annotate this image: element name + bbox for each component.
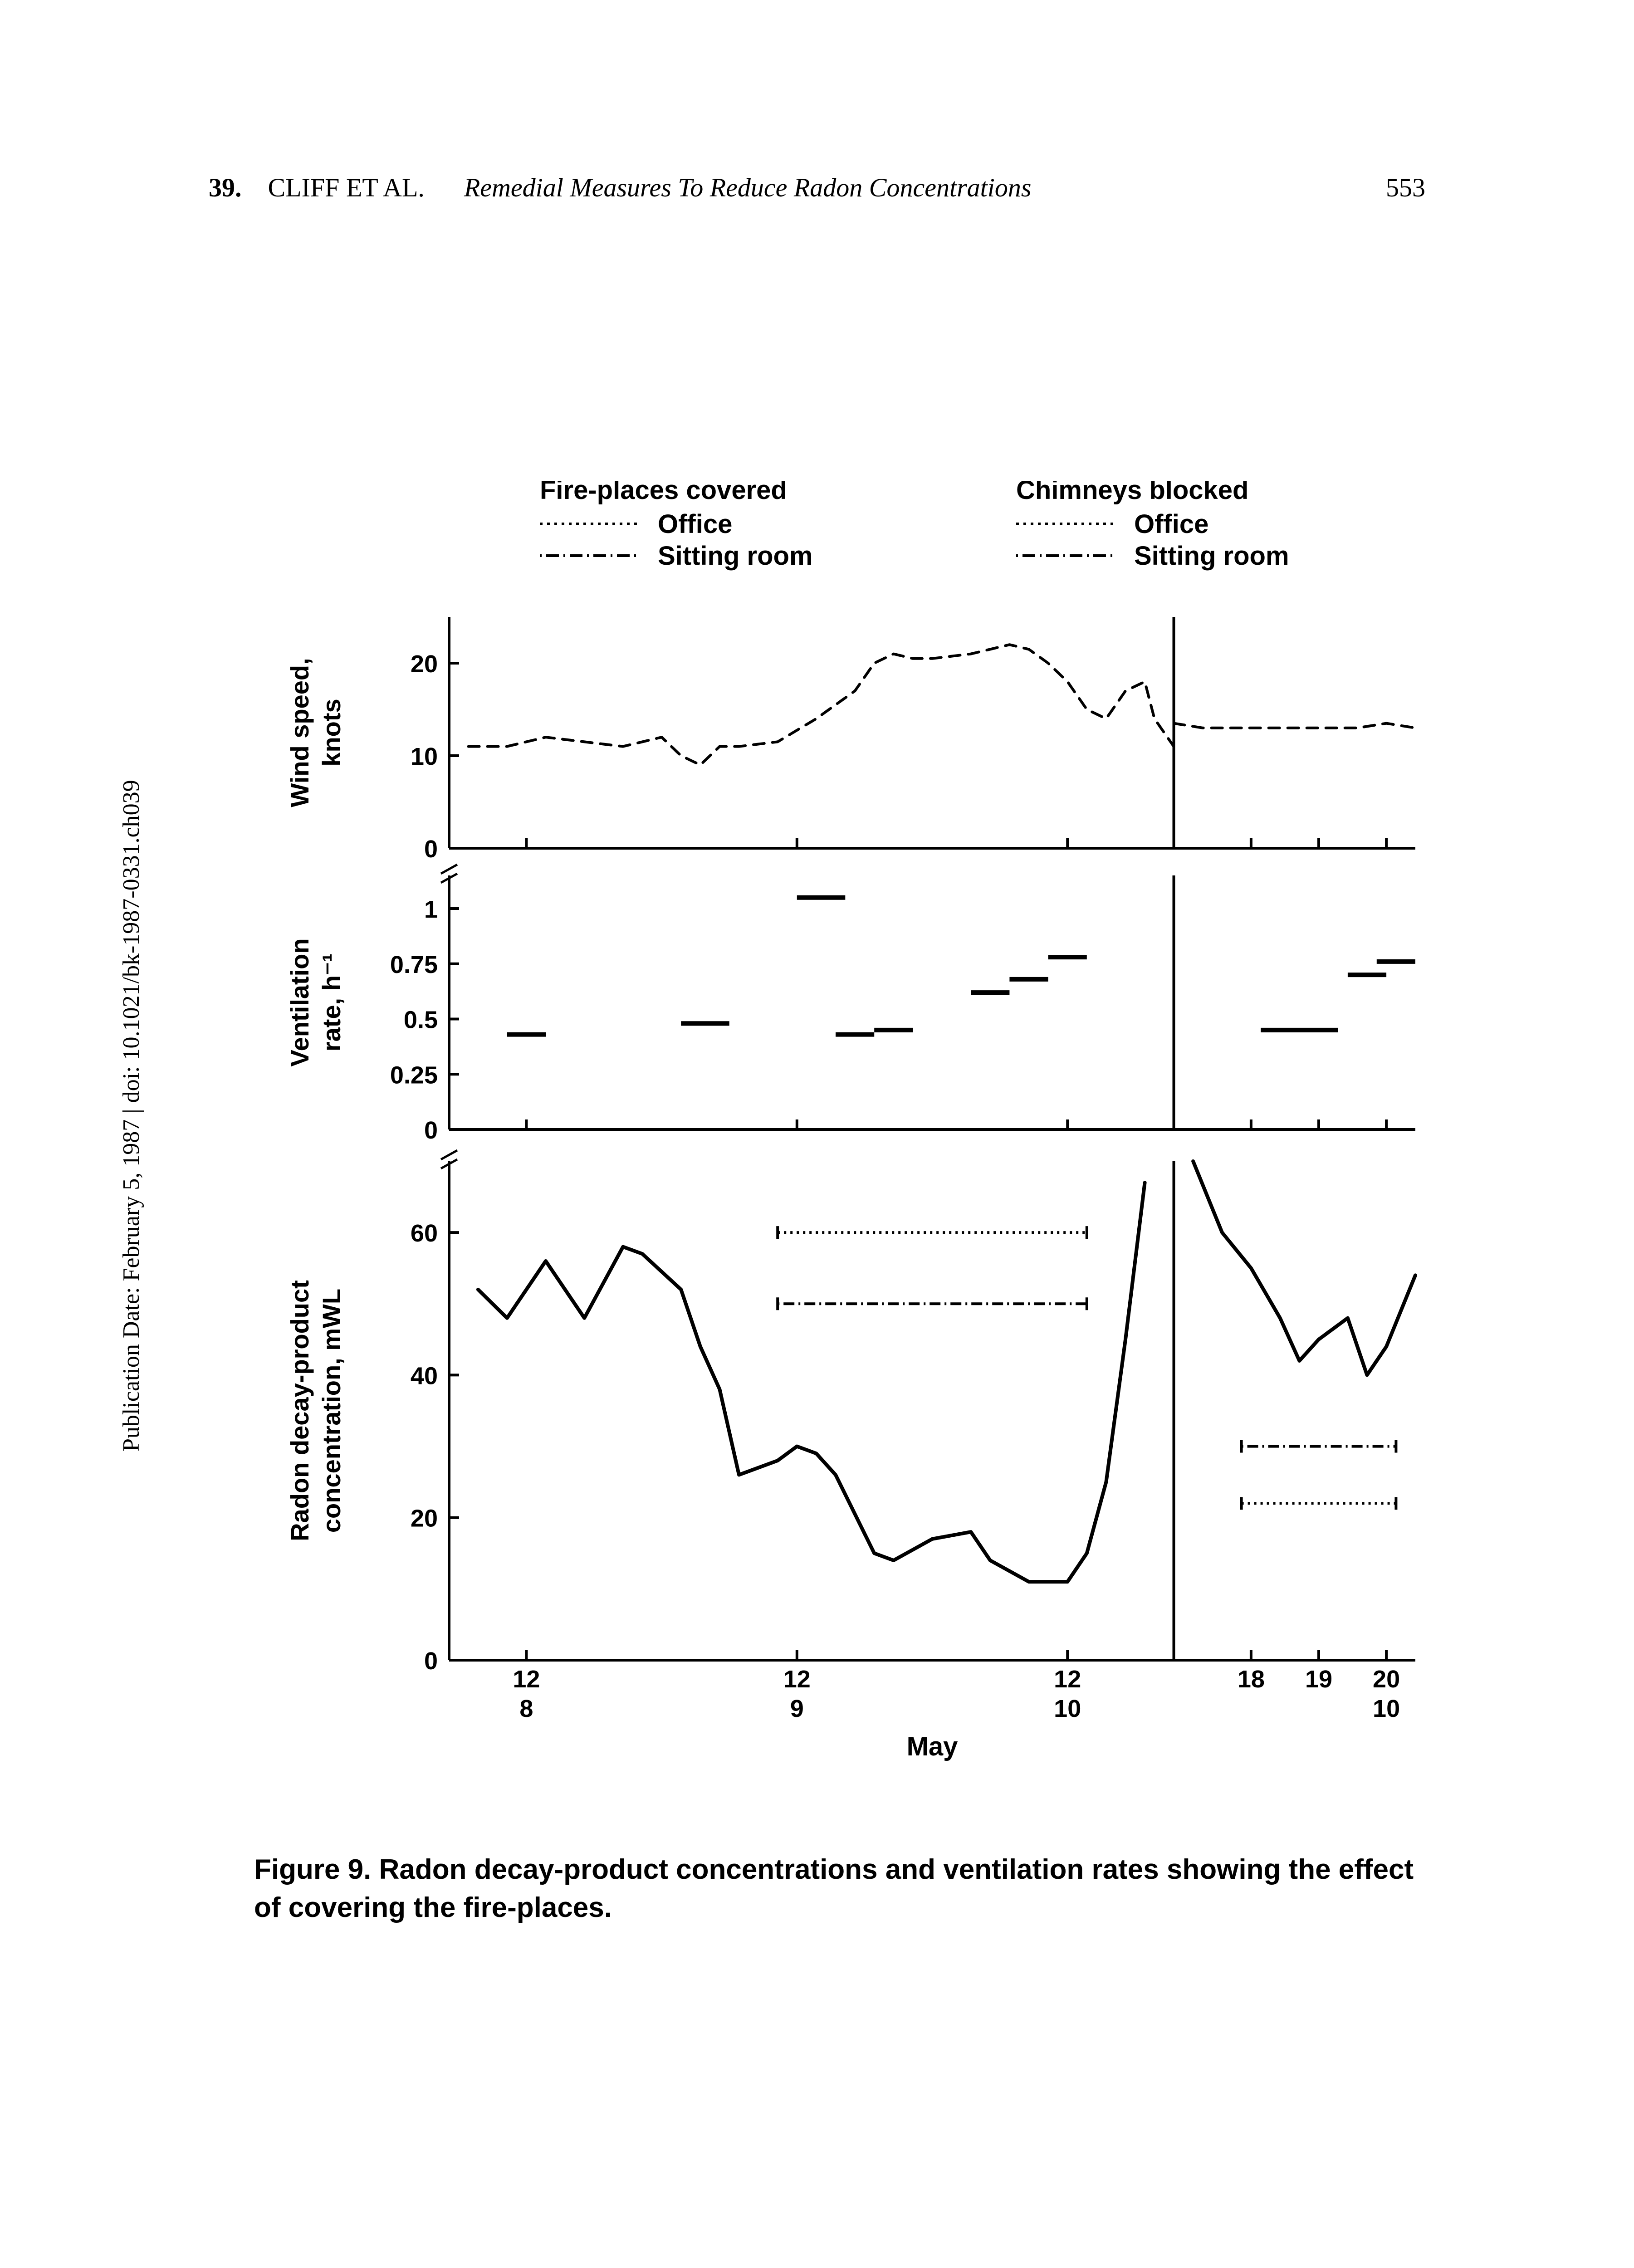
svg-text:knots: knots xyxy=(317,699,346,766)
svg-text:19: 19 xyxy=(1305,1666,1332,1693)
svg-text:Sitting room: Sitting room xyxy=(1134,541,1289,571)
svg-text:10: 10 xyxy=(1054,1695,1081,1722)
svg-text:Wind speed,: Wind speed, xyxy=(285,658,314,807)
figure-svg: Fire-places coveredOfficeSitting roomChi… xyxy=(254,481,1433,1819)
svg-text:Office: Office xyxy=(1134,509,1208,539)
svg-text:40: 40 xyxy=(411,1362,438,1389)
chapter-title: Remedial Measures To Reduce Radon Concen… xyxy=(464,173,1032,202)
authors: CLIFF ET AL. xyxy=(268,173,425,202)
svg-text:Office: Office xyxy=(658,509,732,539)
svg-text:Chimneys blocked: Chimneys blocked xyxy=(1016,481,1248,505)
svg-text:rate, h⁻¹: rate, h⁻¹ xyxy=(317,953,346,1051)
svg-text:9: 9 xyxy=(790,1695,804,1722)
svg-text:20: 20 xyxy=(411,650,438,678)
svg-text:May: May xyxy=(907,1732,958,1761)
figure-caption: Figure 9. Radon decay-product concentrat… xyxy=(254,1851,1424,1926)
svg-text:0: 0 xyxy=(424,1117,438,1144)
svg-text:12: 12 xyxy=(513,1666,540,1693)
svg-text:concentration, mWL: concentration, mWL xyxy=(317,1289,346,1533)
publication-side-text: Publication Date: February 5, 1987 | doi… xyxy=(118,780,145,1452)
page-header: 39. CLIFF ET AL. Remedial Measures To Re… xyxy=(209,172,1425,203)
svg-text:0: 0 xyxy=(424,836,438,863)
svg-text:10: 10 xyxy=(1373,1695,1400,1722)
svg-text:Ventilation: Ventilation xyxy=(285,938,314,1066)
svg-text:Sitting room: Sitting room xyxy=(658,541,813,571)
svg-text:0.5: 0.5 xyxy=(404,1007,438,1034)
svg-text:Fire-places covered: Fire-places covered xyxy=(540,481,787,505)
svg-text:10: 10 xyxy=(411,743,438,770)
svg-text:60: 60 xyxy=(411,1220,438,1247)
svg-text:20: 20 xyxy=(411,1505,438,1532)
svg-text:12: 12 xyxy=(1054,1666,1081,1693)
figure-9: Fire-places coveredOfficeSitting roomChi… xyxy=(254,481,1433,1819)
svg-text:1: 1 xyxy=(424,896,438,923)
svg-text:18: 18 xyxy=(1238,1666,1265,1693)
svg-text:0: 0 xyxy=(424,1647,438,1675)
svg-text:8: 8 xyxy=(519,1695,533,1722)
svg-text:Radon decay-product: Radon decay-product xyxy=(285,1280,314,1541)
chapter-number: 39. xyxy=(209,173,242,202)
svg-text:0.75: 0.75 xyxy=(390,951,438,978)
page-number: 553 xyxy=(1386,172,1425,203)
svg-text:0.25: 0.25 xyxy=(390,1061,438,1089)
svg-text:20: 20 xyxy=(1373,1666,1400,1693)
svg-text:12: 12 xyxy=(783,1666,811,1693)
